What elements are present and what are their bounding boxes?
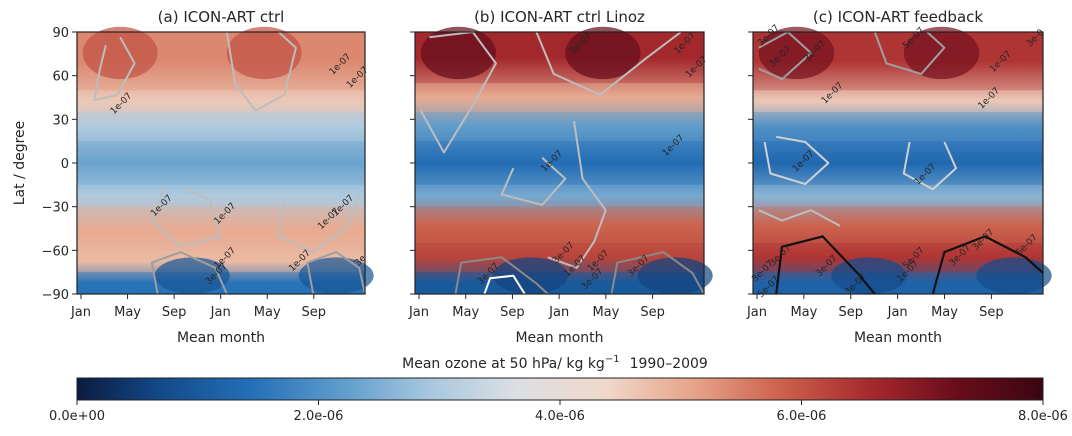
x-tick-label: Jan [548,305,569,320]
y-tick-label: 30 [52,113,69,128]
heatmap-blob [637,257,713,294]
contour-line [150,188,222,248]
contour-line [763,135,830,185]
heatmap-blob [976,257,1052,294]
heatmap-band [753,112,1043,142]
y-tick-label: −60 [42,244,69,259]
contour-line [547,120,607,269]
contour-line [535,31,682,96]
x-tick-label: Jan [887,305,908,320]
heatmap-blob [903,26,980,80]
x-tick-label: Jan [210,305,231,320]
colorbar: Mean ozone at 50 hPa/ kg kg−1 1990–2009 0… [49,354,1068,424]
contour-line [902,141,957,191]
x-tick-label: Sep [640,305,665,320]
x-axis-label: Mean month [515,330,603,346]
y-tick-label: −30 [42,201,69,216]
x-tick-label: Jan [408,305,429,320]
y-tick-label: 60 [52,70,69,85]
contour-line [775,235,876,295]
heatmap-band [415,184,704,207]
contour-line [150,251,228,295]
x-tick-label: May [254,305,281,320]
x-axis-label: Mean month [854,330,942,346]
contour-line [500,157,567,206]
heatmap-band [415,206,704,244]
heatmap-blob [493,257,569,294]
contour-line [93,36,136,102]
y-tick-label: 0 [61,157,69,172]
heatmap-band [77,90,365,113]
y-tick-label: 90 [52,26,69,41]
contour-line [225,31,297,112]
heatmap-band [753,184,1043,207]
colorbar-tick-label: 6.0e-06 [777,409,827,424]
contour-line [483,274,526,295]
contour-line [873,31,946,75]
heatmap-blob [82,26,158,80]
colorbar-tick-label: 4.0e-06 [535,409,585,424]
x-tick-label: May [790,305,817,320]
x-tick-label: Sep [162,305,187,320]
contour-line [277,194,361,254]
x-tick-label: May [114,305,141,320]
contour-line [758,209,841,227]
x-tick-label: Jan [746,305,767,320]
contour-line [758,31,812,81]
x-tick-label: May [931,305,958,320]
x-tick-label: Sep [839,305,864,320]
x-axis-label: Mean month [177,330,265,346]
colorbar-label: Mean ozone at 50 hPa/ kg kg−1 1990–2009 [402,354,708,372]
colorbar-tick-label: 0.0e+00 [49,409,105,424]
heatmap-blob [565,26,641,80]
heatmap-blob [226,26,302,80]
y-axis-label: Lat / degree [12,121,28,206]
panel-2: 3e-07 1e-071e-071e-071e-073e-071e-073e-07… [408,8,713,346]
contour-line [419,31,497,154]
heatmap-band [77,141,365,185]
heatmap-blob [298,257,374,294]
panel-title: (a) ICON-ART ctrl [158,8,285,26]
contour-line [306,251,366,295]
heatmap-band [753,141,1043,185]
heatmap-band [415,112,704,142]
heatmap-blob [420,26,496,80]
x-tick-label: Sep [302,305,327,320]
heatmap-band [77,250,365,273]
x-tick-label: Sep [500,305,525,320]
heatmap-band [753,206,1043,244]
heatmap-band [753,90,1043,113]
x-tick-label: Jan [70,305,91,320]
contour-line [610,251,705,295]
heatmap-band [77,206,365,251]
panel-title: (c) ICON-ART feedback [813,8,983,26]
heatmap-blob [758,26,835,80]
colorbar-tick-label: 2.0e-06 [294,409,344,424]
heatmap-band [77,184,365,207]
x-tick-label: Sep [979,305,1004,320]
colorbar-gradient [76,377,1044,401]
x-tick-label: May [452,305,479,320]
contour-line [931,235,1044,295]
x-tick-label: May [592,305,619,320]
colorbar-tick-label: 8.0e-06 [1018,409,1068,424]
contour-line [454,256,549,295]
heatmap-band [415,141,704,185]
heatmap-band [77,112,365,142]
y-tick-label: −90 [42,288,69,303]
panel-title: (b) ICON-ART ctrl Linoz [474,8,645,26]
heatmap-band [415,82,704,113]
